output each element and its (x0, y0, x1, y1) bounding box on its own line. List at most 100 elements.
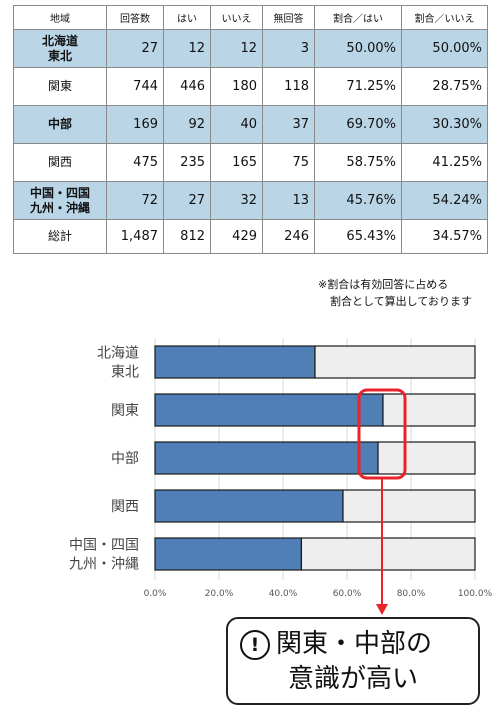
cell-yes: 446 (163, 67, 211, 106)
cell-yes-ratio: 69.70% (314, 105, 402, 144)
cell-yes: 812 (163, 219, 211, 254)
callout-line-1: 関東・中部の (276, 629, 433, 659)
cell-responses: 27 (106, 29, 164, 68)
results-table: 地域 回答数 はい いいえ 無回答 割合／はい 割合／いいえ 北海道 東北 27 12… (13, 5, 488, 254)
cell-no: 40 (210, 105, 263, 144)
cell-yes-ratio: 45.76% (314, 181, 402, 220)
header-no-answer: 無回答 (262, 5, 315, 30)
table-row: 中国・四国 九州・沖縄 72 27 32 13 45.76% 54.24% (13, 181, 488, 220)
bar-yes (154, 537, 303, 571)
cell-yes: 92 (163, 105, 211, 144)
x-tick-label: 80.0% (397, 589, 426, 599)
category-label: 九州・沖縄 (69, 557, 139, 573)
cell-no-ratio: 30.30% (401, 105, 488, 144)
callout-line-2: 意識が高い (287, 664, 418, 694)
x-tick-label: 40.0% (269, 589, 298, 599)
x-tick-label: 60.0% (333, 589, 362, 599)
cell-yes-ratio: 65.43% (314, 219, 402, 254)
region-label-line: 九州・沖縄 (29, 200, 90, 215)
cell-yes-ratio: 50.00% (314, 29, 402, 68)
cell-no-answer: 75 (262, 143, 315, 182)
cell-no-answer: 13 (262, 181, 315, 220)
chart-highlight (357, 388, 407, 615)
cell-region: 総計 (13, 219, 107, 254)
x-tick-label: 20.0% (205, 589, 234, 599)
region-label-line: 北海道 (41, 33, 78, 48)
x-tick-label: 100.0% (458, 589, 493, 599)
footnote-line-2: 割合として算出しております (330, 295, 473, 308)
cell-region: 関西 (13, 143, 107, 182)
cell-yes: 12 (163, 29, 211, 68)
region-label-line: 東北 (47, 48, 72, 63)
cell-no-ratio: 34.57% (401, 219, 488, 254)
x-tick-label: 0.0% (144, 589, 167, 599)
header-responses: 回答数 (106, 5, 164, 30)
bar-no (342, 489, 476, 523)
region-label-line: 関東 (47, 79, 72, 93)
bar-no (382, 393, 476, 427)
header-yes: はい (163, 5, 211, 30)
chart-x-tick-labels: 0.0% 20.0% 40.0% 60.0% 80.0% 100.0% (144, 589, 493, 599)
cell-no-ratio: 50.00% (401, 29, 488, 68)
cell-no-ratio: 28.75% (401, 67, 488, 106)
header-region: 地域 (13, 5, 107, 30)
region-label-line: 関西 (47, 155, 72, 169)
bar-no (300, 537, 476, 571)
cell-responses: 1,487 (106, 219, 164, 254)
cell-no-answer: 37 (262, 105, 315, 144)
header-no-ratio: 割合／いいえ (401, 5, 488, 30)
cell-responses: 169 (106, 105, 164, 144)
region-label-line: 総計 (47, 229, 72, 243)
footnote: ※割合は有効回答に占める 割合として算出しております (318, 276, 472, 310)
bar-yes (154, 393, 384, 427)
callout-box: ! 関東・中部の 意識が高い (226, 617, 480, 705)
header-yes-ratio: 割合／はい (314, 5, 402, 30)
cell-responses: 72 (106, 181, 164, 220)
cell-no-answer: 246 (262, 219, 315, 254)
cell-region: 中部 (13, 105, 107, 144)
bar-no (314, 345, 476, 379)
cell-no: 429 (210, 219, 263, 254)
table-header-row: 地域 回答数 はい いいえ 無回答 割合／はい 割合／いいえ (13, 5, 488, 30)
cell-region: 北海道 東北 (13, 29, 107, 68)
cell-yes: 235 (163, 143, 211, 182)
cell-no: 165 (210, 143, 263, 182)
cell-no: 12 (210, 29, 263, 68)
exclamation-circle-icon: ! (240, 630, 270, 660)
table-total-row: 総計 1,487 812 429 246 65.43% 34.57% (13, 219, 488, 254)
chart-bars (154, 345, 476, 571)
table-row: 北海道 東北 27 12 12 3 50.00% 50.00% (13, 29, 488, 68)
cell-no-answer: 118 (262, 67, 315, 106)
cell-no: 32 (210, 181, 263, 220)
bar-yes (154, 441, 379, 475)
region-label-line: 中部 (47, 117, 72, 131)
category-label: 中国・四国 (69, 538, 139, 554)
table-row: 関東 744 446 180 118 71.25% 28.75% (13, 67, 488, 106)
bar-yes (154, 489, 344, 523)
cell-responses: 475 (106, 143, 164, 182)
bar-yes (154, 345, 316, 379)
cell-region: 中国・四国 九州・沖縄 (13, 181, 107, 220)
category-label: 関西 (111, 499, 139, 515)
category-label: 中部 (111, 451, 139, 467)
table-row: 関西 475 235 165 75 58.75% 41.25% (13, 143, 488, 182)
cell-yes-ratio: 71.25% (314, 67, 402, 106)
cell-no-answer: 3 (262, 29, 315, 68)
cell-responses: 744 (106, 67, 164, 106)
bar-no (377, 441, 476, 475)
cell-region: 関東 (13, 67, 107, 106)
cell-yes: 27 (163, 181, 211, 220)
cell-no-ratio: 41.25% (401, 143, 488, 182)
cell-no-ratio: 54.24% (401, 181, 488, 220)
category-label: 東北 (111, 365, 139, 381)
cell-no: 180 (210, 67, 263, 106)
category-label: 北海道 (97, 346, 139, 362)
table-row: 中部 169 92 40 37 69.70% 30.30% (13, 105, 488, 144)
cell-yes-ratio: 58.75% (314, 143, 402, 182)
header-no: いいえ (210, 5, 263, 30)
footnote-line-1: ※割合は有効回答に占める (318, 278, 449, 291)
highlight-arrow-head (376, 604, 388, 615)
category-label: 関東 (111, 403, 139, 419)
